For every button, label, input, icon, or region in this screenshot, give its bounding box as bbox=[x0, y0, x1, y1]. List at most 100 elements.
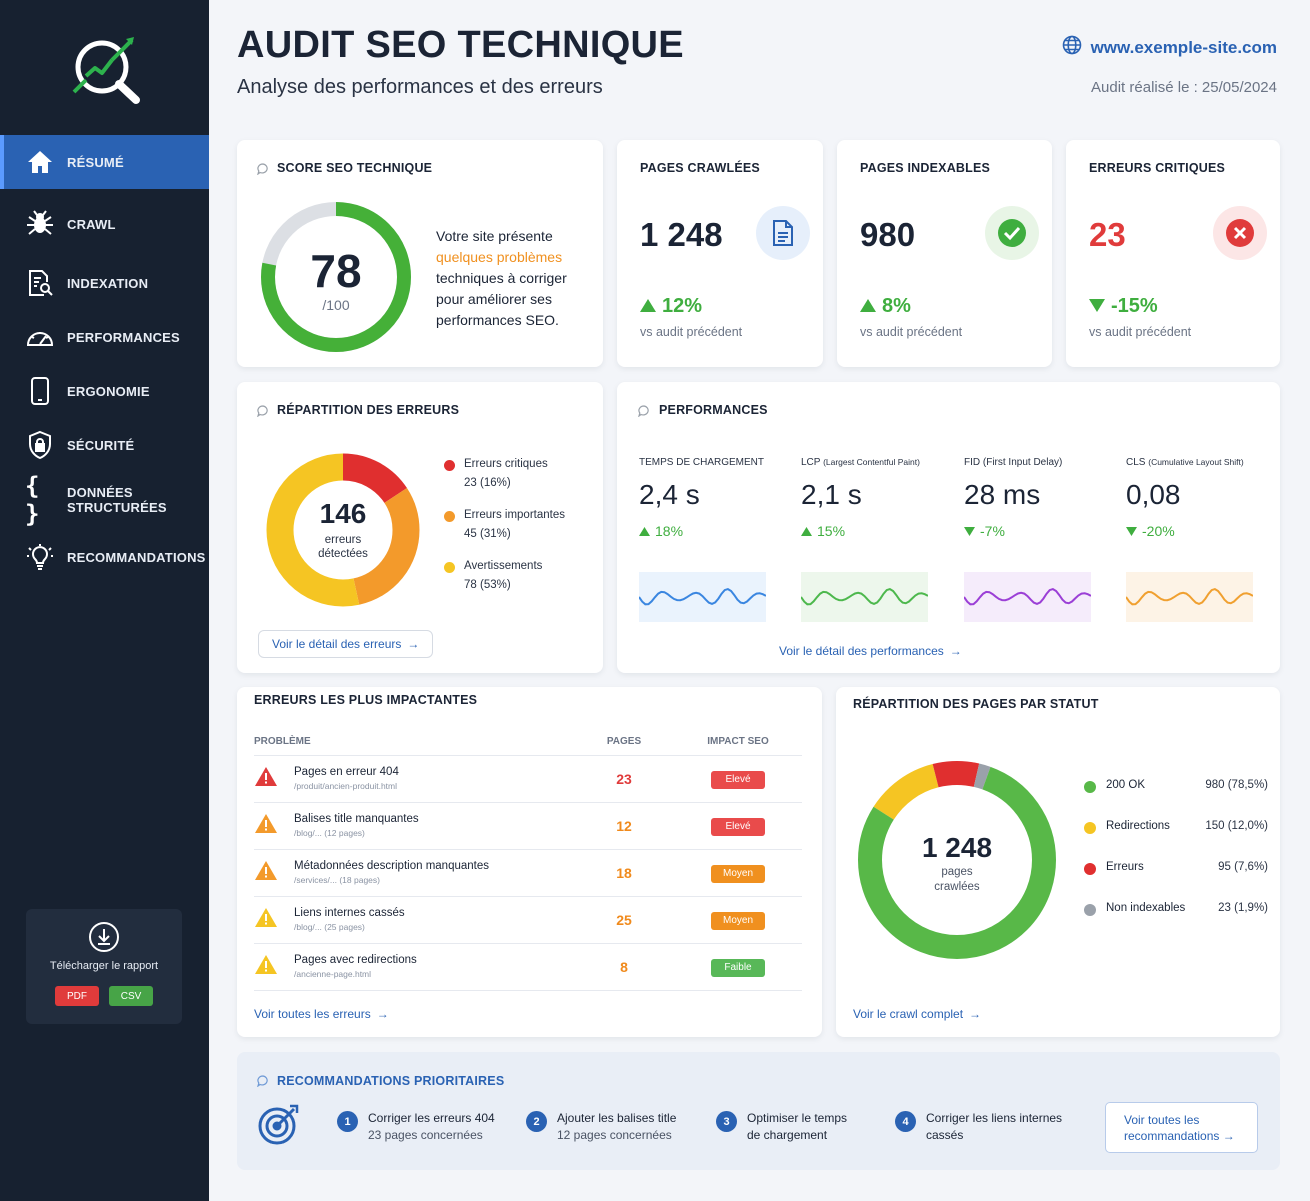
errors-detail-link-label: Voir le détail des erreurs bbox=[272, 637, 402, 651]
problem-cell: Métadonnées description manquantes/servi… bbox=[254, 849, 574, 897]
error-name: Métadonnées description manquantes bbox=[294, 860, 489, 872]
problem-cell: Liens internes cassés/blog/... (25 pages… bbox=[254, 896, 574, 944]
arrow-up-icon bbox=[801, 523, 812, 539]
arrow-up-icon bbox=[640, 295, 656, 318]
download-report-label: Télécharger le rapport bbox=[49, 960, 159, 972]
table-row[interactable]: Pages en erreur 404/produit/ancien-produ… bbox=[254, 755, 802, 803]
score-text-4: performances SEO. bbox=[436, 312, 559, 328]
sidebar-item-performances[interactable]: PERFORMANCES bbox=[0, 310, 209, 364]
errors-total-label: erreurs détectées bbox=[265, 533, 421, 561]
sidebar-item-ergonomie[interactable]: ERGONOMIE bbox=[0, 364, 209, 418]
recommendation-item-3[interactable]: 3 Optimiser le temps de chargement bbox=[716, 1110, 847, 1144]
stat-value: 980 bbox=[860, 216, 916, 253]
x-circle-icon bbox=[1213, 206, 1267, 260]
status-label: 200 OK bbox=[1106, 779, 1145, 791]
table-row[interactable]: Métadonnées description manquantes/servi… bbox=[254, 849, 802, 897]
score-text-3: pour améliorer ses bbox=[436, 291, 552, 307]
sidebar-item-crawl[interactable]: CRAWL bbox=[0, 197, 209, 251]
perf-change-value: -7% bbox=[980, 523, 1005, 539]
legend-dot-importantes bbox=[444, 511, 455, 522]
perf-metric-load-time: TEMPS DE CHARGEMENT 2,4 s 18% bbox=[639, 457, 789, 539]
sidebar-item-resume[interactable]: RÉSUMÉ bbox=[0, 135, 209, 189]
score-value: 78 bbox=[310, 245, 362, 297]
download-pdf-button[interactable]: PDF bbox=[55, 986, 99, 1006]
status-label: Erreurs bbox=[1106, 861, 1144, 873]
full-crawl-link[interactable]: Voir le crawl complet → bbox=[853, 1007, 981, 1021]
sidebar-item-indexation[interactable]: INDEXATION bbox=[0, 256, 209, 310]
stat-change-value: -15% bbox=[1111, 295, 1158, 317]
table-row[interactable]: Pages avec redirections/ancienne-page.ht… bbox=[254, 943, 802, 991]
all-recommendations-button[interactable]: Voir toutes les recommandations → bbox=[1105, 1102, 1258, 1153]
warning-icon bbox=[254, 907, 278, 933]
reco-number: 2 bbox=[526, 1111, 547, 1132]
reco-line1: Ajouter les balises title bbox=[557, 1111, 677, 1125]
impact-badge: Elevé bbox=[711, 817, 765, 836]
recommendation-item-1[interactable]: 1 Corriger les erreurs 404 23 pages conce… bbox=[337, 1110, 495, 1144]
all-errors-link[interactable]: Voir toutes les erreurs → bbox=[254, 1007, 389, 1021]
download-icon[interactable] bbox=[88, 921, 120, 953]
table-row[interactable]: Balises title manquantes/blog/... (12 pa… bbox=[254, 802, 802, 850]
status-dot bbox=[1084, 781, 1096, 793]
table-row[interactable]: Liens internes cassés/blog/... (25 pages… bbox=[254, 896, 802, 944]
site-url-link[interactable]: www.exemple-site.com bbox=[1062, 35, 1277, 60]
chat-bubble-icon bbox=[256, 1074, 269, 1088]
perf-label-main: TEMPS DE CHARGEMENT bbox=[639, 457, 765, 468]
perf-label: CLS (Cumulative Layout Shift) bbox=[1126, 457, 1276, 468]
reco-text: Optimiser le temps de chargement bbox=[747, 1110, 847, 1144]
error-name: Liens internes cassés bbox=[294, 907, 405, 919]
stat-sub: vs audit précédent bbox=[860, 325, 963, 339]
reco-line2: cassés bbox=[926, 1128, 964, 1142]
recommendation-item-4[interactable]: 4 Corriger les liens internes cassés bbox=[895, 1110, 1062, 1144]
error-path: /blog/... (12 pages) bbox=[294, 828, 365, 838]
score-gauge bbox=[261, 202, 411, 352]
donut-slice-erreurs bbox=[858, 761, 1056, 959]
status-value: 980 (78,5%) bbox=[1205, 779, 1268, 791]
impact-badge: Moyen bbox=[711, 911, 765, 930]
arrow-up-icon bbox=[639, 523, 650, 539]
lightbulb-icon bbox=[25, 542, 55, 572]
warning-icon bbox=[254, 860, 278, 886]
error-name: Balises title manquantes bbox=[294, 813, 419, 825]
performances-detail-link[interactable]: Voir le détail des performances → bbox=[779, 644, 962, 658]
legend-item-avertissements: Avertissements 78 (53%) bbox=[464, 557, 542, 595]
stat-card-pages-crawlees: PAGES CRAWLÉES 1 248 12% vs audit précéd… bbox=[617, 140, 823, 367]
sidebar-item-recommandations[interactable]: RECOMMANDATIONS bbox=[0, 530, 209, 584]
legend-dot-critiques bbox=[444, 460, 455, 471]
mobile-icon bbox=[25, 376, 55, 406]
col-header-impact: IMPACT SEO bbox=[674, 729, 802, 756]
stat-title: PAGES CRAWLÉES bbox=[640, 161, 760, 175]
top-errors-card: ERREURS LES PLUS IMPACTANTES PROBLÈME PA… bbox=[237, 687, 822, 1037]
impact-cell: Moyen bbox=[674, 849, 802, 897]
perf-value: 2,1 s bbox=[801, 479, 862, 510]
perf-label: TEMPS DE CHARGEMENT bbox=[639, 457, 789, 468]
error-pages-count: 23 bbox=[574, 755, 674, 803]
reco-line2: de chargement bbox=[747, 1128, 828, 1142]
sidebar: RÉSUMÉ CRAWL INDEXATION PERFORMANCE bbox=[0, 0, 209, 1201]
sidebar-item-donnees-structurees[interactable]: { } DONNÉES STRUCTURÉES bbox=[0, 472, 209, 528]
error-name: Pages en erreur 404 bbox=[294, 766, 399, 778]
sidebar-item-securite[interactable]: SÉCURITÉ bbox=[0, 418, 209, 472]
download-csv-button[interactable]: CSV bbox=[109, 986, 153, 1006]
perf-change: -7% bbox=[964, 523, 1114, 539]
status-label: Non indexables bbox=[1106, 902, 1186, 914]
top-errors-title: ERREURS LES PLUS IMPACTANTES bbox=[254, 693, 478, 707]
problem-cell: Pages en erreur 404/produit/ancien-produ… bbox=[254, 755, 574, 803]
error-pages-count: 12 bbox=[574, 802, 674, 850]
reco-line1: Corriger les erreurs 404 bbox=[368, 1111, 495, 1125]
perf-label-small: (Largest Contentful Paint) bbox=[823, 457, 920, 467]
sparkline-lcp bbox=[801, 572, 928, 622]
recommendation-item-2[interactable]: 2 Ajouter les balises title 12 pages conc… bbox=[526, 1110, 676, 1144]
status-donut-chart bbox=[858, 761, 1056, 959]
perf-change-value: 18% bbox=[655, 523, 684, 539]
col-header-problem: PROBLÈME bbox=[254, 729, 574, 756]
sidebar-item-label: DONNÉES STRUCTURÉES bbox=[67, 485, 167, 515]
arrow-up-icon bbox=[860, 295, 876, 318]
status-dot bbox=[1084, 822, 1096, 834]
reco-line2: 12 pages concernées bbox=[557, 1128, 672, 1142]
stat-value: 1 248 bbox=[640, 216, 723, 253]
chat-bubble-icon bbox=[256, 162, 269, 176]
reco-text: Corriger les erreurs 404 23 pages concern… bbox=[368, 1110, 495, 1144]
stat-title: PAGES INDEXABLES bbox=[860, 161, 991, 175]
errors-detail-link[interactable]: Voir le détail des erreurs → bbox=[258, 630, 434, 658]
reco-number: 4 bbox=[895, 1111, 916, 1132]
